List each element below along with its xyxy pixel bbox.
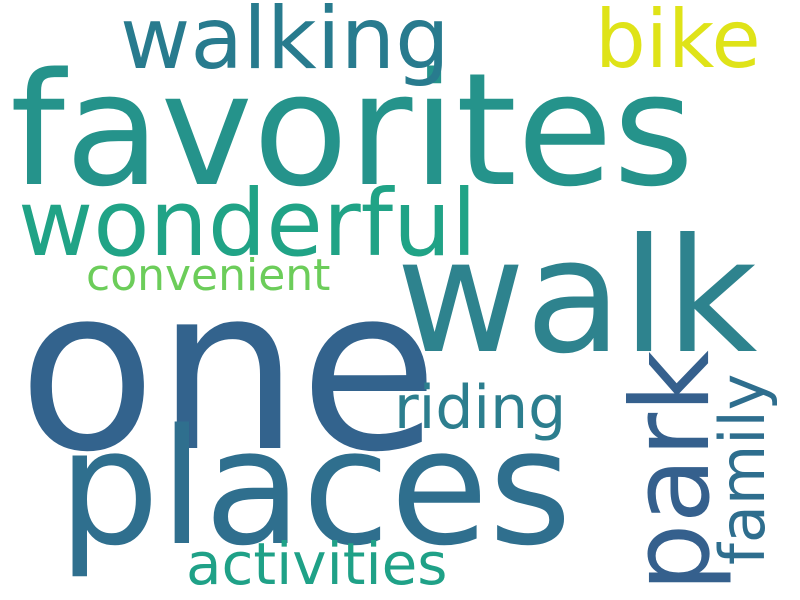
word-bike: bike bbox=[595, 0, 761, 86]
word-favorites: favorites bbox=[10, 39, 695, 221]
word-walking: walking bbox=[120, 0, 450, 89]
word-family: family bbox=[706, 373, 779, 565]
word-convenient: convenient bbox=[86, 250, 331, 301]
word-walk: walk bbox=[396, 205, 758, 389]
word-one: one bbox=[18, 239, 439, 502]
word-places: places bbox=[58, 394, 572, 581]
word-wonderful: wonderful bbox=[18, 170, 477, 277]
word-riding: riding bbox=[394, 373, 567, 443]
word-activities: activities bbox=[186, 530, 448, 598]
